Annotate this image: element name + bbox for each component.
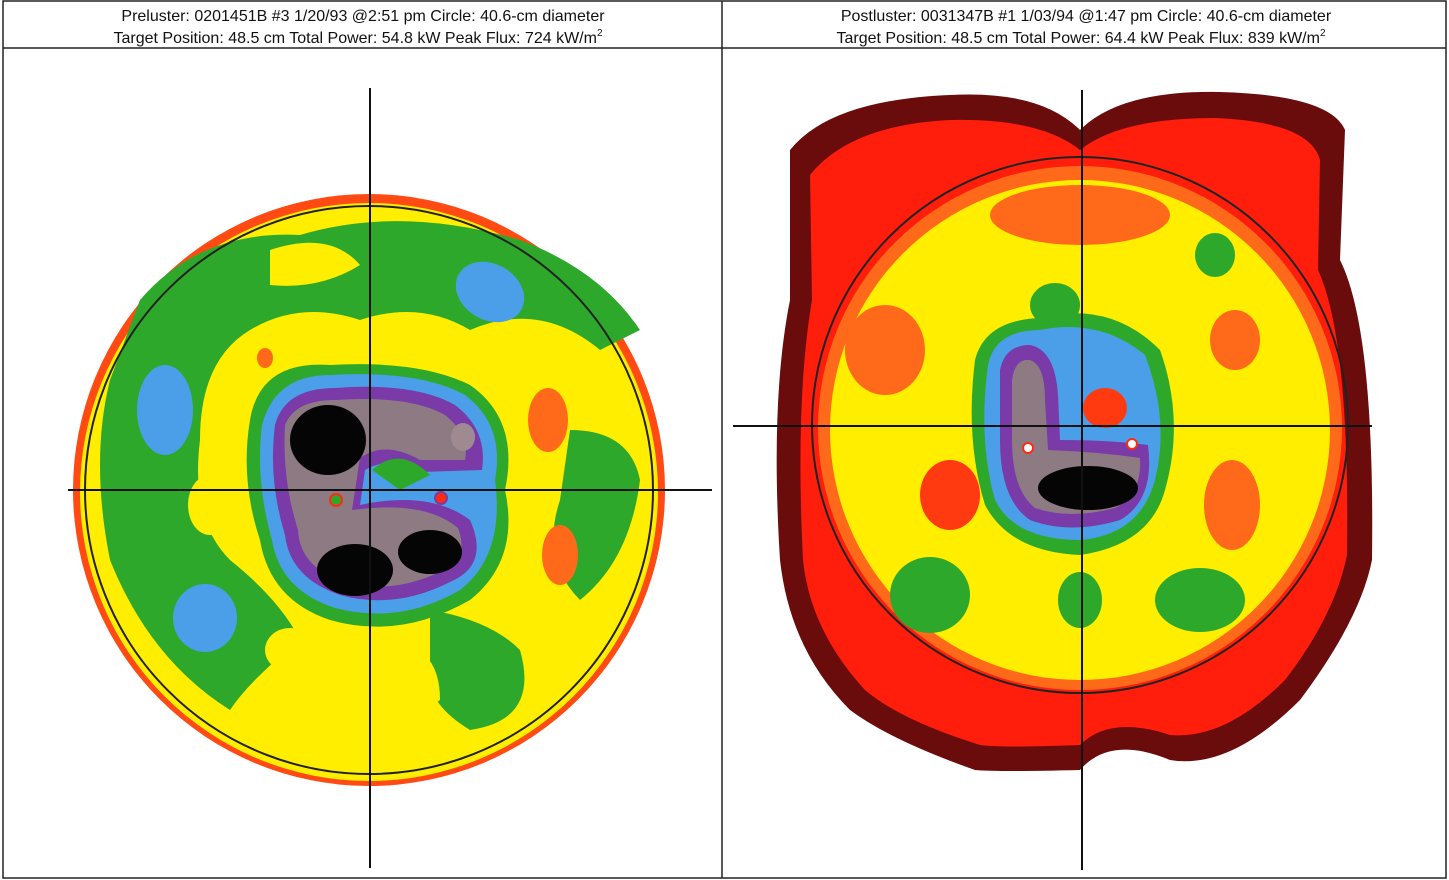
flux-region (1155, 568, 1245, 632)
flux-region (1083, 388, 1127, 428)
page: Preluster: 0201451B #3 1/20/93 @2:51 pm … (0, 0, 1449, 880)
flux-region (845, 305, 925, 395)
flux-region (990, 185, 1170, 245)
header-line: Preluster: 0201451B #3 1/20/93 @2:51 pm … (121, 8, 605, 25)
flux-region (435, 492, 447, 504)
header-text: Target Position: 48.5 cm Total Power: 54… (113, 30, 596, 47)
flux-region (451, 423, 475, 451)
flux-region (542, 525, 578, 585)
header-line: Postluster: 0031347B #1 1/03/94 @1:47 pm… (841, 8, 1332, 25)
flux-region (1058, 572, 1102, 628)
flux-region (1127, 439, 1137, 449)
flux-region (317, 544, 393, 596)
header-text: Target Position: 48.5 cm Total Power: 64… (836, 30, 1319, 47)
flux-region (173, 584, 237, 652)
flux-region (137, 365, 193, 455)
flux-region (1210, 310, 1260, 370)
superscript: 2 (1320, 28, 1326, 39)
flux-region (920, 460, 980, 530)
flux-region (1023, 443, 1033, 453)
flux-region (1038, 466, 1138, 510)
flux-region (265, 628, 315, 672)
flux-region (890, 557, 970, 633)
flux-region (1204, 460, 1260, 550)
flux-region (528, 388, 568, 452)
flux-region (1195, 233, 1235, 277)
flux-region (330, 494, 342, 506)
header-line: Target Position: 48.5 cm Total Power: 54… (113, 28, 602, 47)
flux-region (398, 530, 462, 574)
flux-region (290, 405, 366, 475)
figure: Preluster: 0201451B #3 1/20/93 @2:51 pm … (0, 0, 1449, 880)
flux-region (188, 475, 232, 535)
header-line: Target Position: 48.5 cm Total Power: 64… (836, 28, 1325, 47)
superscript: 2 (597, 28, 603, 39)
flux-region (257, 348, 273, 368)
